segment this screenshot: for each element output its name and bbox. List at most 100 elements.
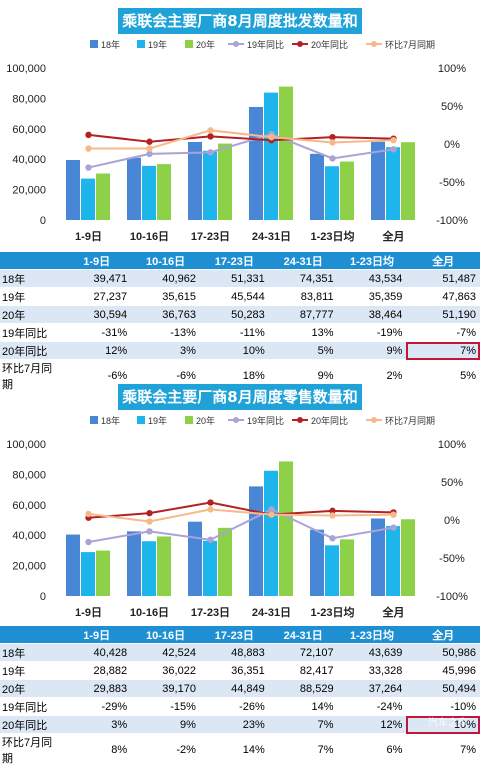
series-point [207, 536, 214, 543]
legend-label: 20年同比 [311, 39, 348, 50]
table-header-cell [0, 252, 63, 270]
y-right-tick: -100% [436, 215, 468, 227]
table-cell: 3% [62, 715, 132, 734]
table-cell: 40,428 [62, 643, 132, 662]
series-point [85, 510, 92, 518]
table-cell: 2% [337, 359, 407, 393]
bar [203, 150, 217, 220]
bar [81, 178, 95, 220]
legend-swatch [90, 416, 98, 424]
series-point [390, 137, 397, 144]
series-point [390, 146, 397, 153]
wholesale-chart: 18年 19年 20年 19年同比 20年同比 环比7月同期 100,000 80,000 60… [6, 39, 468, 243]
bar [127, 157, 141, 220]
legend-marker [233, 417, 239, 423]
table-cell: 9% [337, 341, 407, 360]
series-point [146, 509, 153, 517]
table-cell: 51,331 [199, 269, 269, 288]
x-tick-label: 1-9日 [75, 606, 102, 619]
table-cell: 83,811 [268, 287, 338, 306]
legend-label: 环比7月同期 [385, 415, 435, 426]
bar [279, 461, 293, 596]
bar [264, 92, 278, 220]
bar [371, 518, 385, 596]
x-tick-label: 17-23日 [191, 606, 230, 619]
bar [340, 539, 354, 596]
y-left-tick: 60,000 [12, 500, 46, 512]
table-header-cell: 全月 [406, 252, 480, 270]
series-line [88, 508, 394, 523]
series-point [329, 535, 336, 542]
x-tick-label: 24-31日 [252, 230, 291, 243]
y-left-tick: 100,000 [6, 63, 46, 75]
table-cell: -7% [406, 323, 480, 342]
series-point [390, 511, 397, 518]
table-cell: 8% [62, 733, 132, 767]
table-header-row: 1-9日 10-16日 17-23日 24-31日 1-23日均 全月 [0, 252, 480, 270]
table-cell: 47,863 [406, 287, 480, 306]
x-tick-label: 全月 [382, 229, 405, 243]
table-row: 19年同比 -31% -13% -11% 13% -19% -7% [0, 323, 480, 342]
bar [142, 165, 156, 220]
row-label: 20年 [0, 679, 63, 698]
table-header-cell: 17-23日 [199, 626, 269, 644]
row-label: 18年 [0, 269, 63, 288]
table-cell: 10% [406, 715, 480, 734]
table-cell: 23% [199, 715, 269, 734]
bar [325, 166, 339, 220]
y-left-tick: 40,000 [12, 154, 46, 166]
table-cell: 35,615 [131, 287, 200, 306]
table-cell: 50,494 [406, 679, 480, 698]
table-cell: -15% [131, 697, 200, 716]
bar [188, 141, 202, 220]
y-left-tick: 20,000 [12, 185, 46, 197]
bar [218, 143, 232, 220]
legend-label: 环比7月同期 [385, 39, 435, 50]
table-cell: 51,190 [406, 305, 480, 324]
table-cell: 10% [199, 341, 269, 360]
row-label: 20年同比 [0, 341, 63, 360]
table-header-cell: 17-23日 [199, 252, 269, 270]
bar [218, 527, 232, 596]
chart-title: 乘联会主要厂商8月周度批发数量和增速 [118, 8, 362, 56]
table-cell: 3% [131, 341, 200, 360]
series-point [207, 506, 214, 513]
y-left-tick: 100,000 [6, 439, 46, 451]
series-line [88, 133, 394, 143]
legend-label: 20年 [196, 39, 215, 50]
series-point [329, 512, 336, 519]
table-cell: 37,264 [337, 679, 407, 698]
table-row: 18年 40,428 42,524 48,883 72,107 43,639 50,986 [0, 643, 480, 662]
legend-marker [371, 417, 377, 423]
series-point [390, 524, 397, 531]
wholesale-table: 1-9日 10-16日 17-23日 24-31日 1-23日均 全月 18年 39,471 4… [0, 252, 480, 393]
bar [188, 521, 202, 596]
table-cell: 7% [268, 715, 338, 734]
table-cell: 40,962 [131, 269, 200, 288]
y-left-tick: 80,000 [12, 93, 46, 105]
table-row: 18年 39,471 40,962 51,331 74,351 43,534 51,487 [0, 269, 480, 288]
table-cell: 36,351 [199, 661, 269, 680]
legend-swatch [185, 416, 193, 424]
table-row: 20年同比 3% 9% 23% 7% 12% 10% [0, 715, 480, 734]
x-tick-label: 全月 [382, 605, 405, 619]
bar [401, 142, 415, 220]
x-tick-label: 10-16日 [130, 606, 169, 619]
y-left-tick: 40,000 [12, 530, 46, 542]
table-cell: 7% [268, 733, 338, 767]
table-row: 20年 30,594 36,763 50,283 87,777 38,464 51,190 [0, 305, 480, 324]
bar [386, 526, 400, 596]
bar [401, 519, 415, 596]
table-header-cell: 全月 [406, 626, 480, 644]
table-header-cell: 24-31日 [268, 626, 338, 644]
series-point [85, 538, 92, 546]
y-right-tick: 0% [444, 515, 460, 527]
table-cell: -24% [337, 697, 407, 716]
x-tick-label: 17-23日 [191, 230, 230, 243]
x-tick-label: 1-23日均 [310, 229, 354, 243]
table-cell: 42,524 [131, 643, 200, 662]
table-cell: 50,986 [406, 643, 480, 662]
table-cell: 30,594 [62, 305, 132, 324]
table-cell: 38,464 [337, 305, 407, 324]
table-cell: -31% [62, 323, 132, 342]
